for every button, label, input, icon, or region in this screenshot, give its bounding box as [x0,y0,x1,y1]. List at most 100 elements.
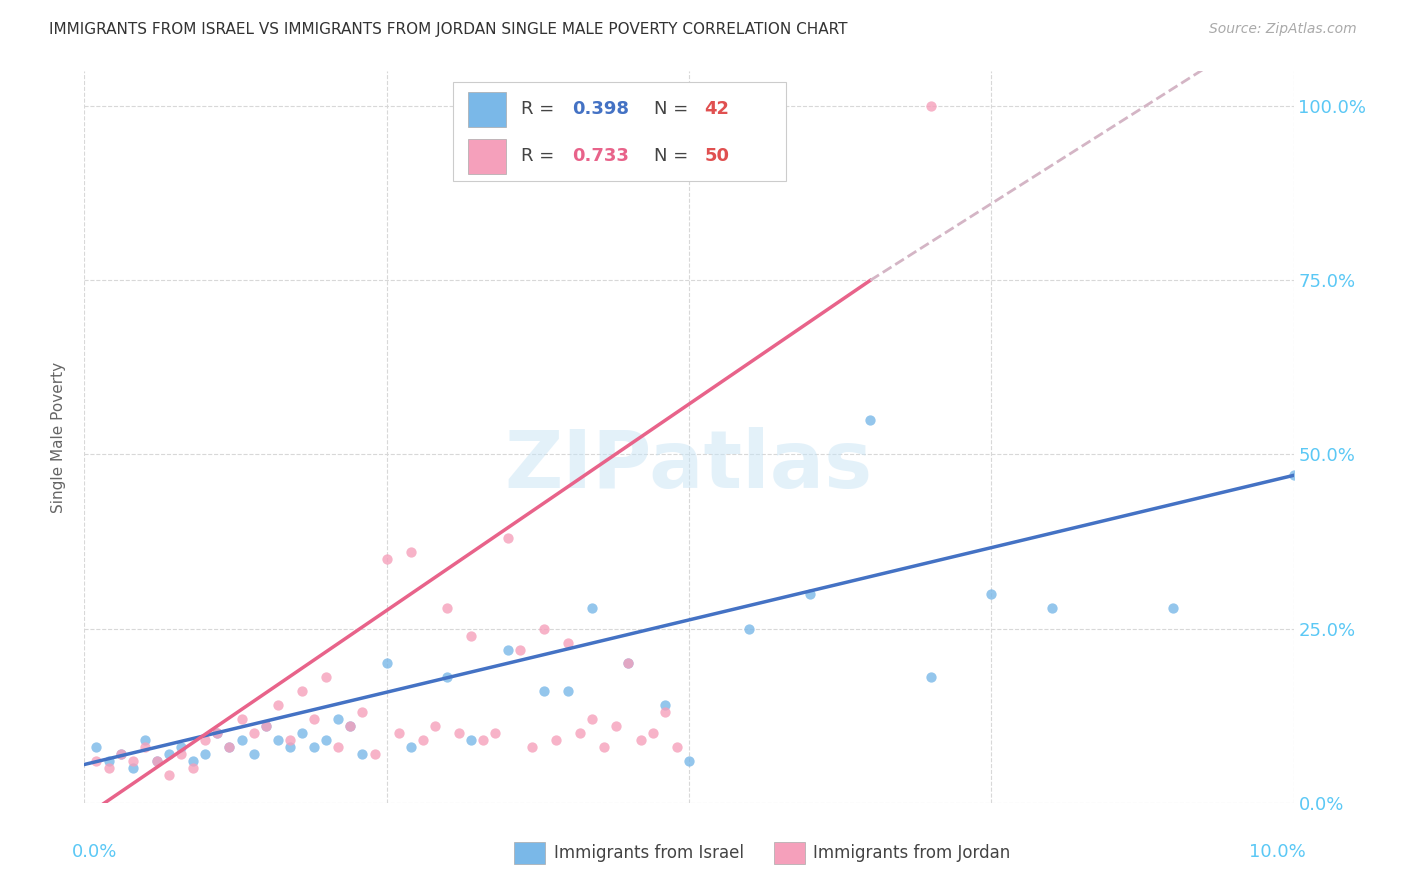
Point [363,747,385,761]
Point [1040,600,1063,615]
Point [423,719,446,733]
Point [484,726,506,740]
Point [242,747,264,761]
Point [207,726,229,740]
FancyBboxPatch shape [453,82,786,181]
Text: 42: 42 [704,101,730,119]
Point [86,754,108,768]
Point [146,754,169,768]
Text: Source: ZipAtlas.com: Source: ZipAtlas.com [1209,22,1357,37]
Point [315,670,337,684]
FancyBboxPatch shape [468,139,506,174]
Point [278,733,301,747]
Point [557,684,579,698]
Point [533,684,555,698]
Text: 0.733: 0.733 [572,147,628,165]
Point [980,587,1002,601]
Point [449,726,471,740]
Point [121,754,143,768]
Point [254,719,277,733]
Point [617,657,640,671]
Point [170,740,193,755]
Point [207,726,229,740]
Point [231,712,253,726]
Text: Immigrants from Jordan: Immigrants from Jordan [814,844,1011,863]
Point [218,740,240,755]
Point [654,698,676,713]
Point [194,733,217,747]
Point [181,754,204,768]
Text: ZIPatlas: ZIPatlas [505,427,873,506]
Point [557,635,579,649]
Point [339,719,361,733]
Point [520,740,543,755]
Point [388,726,411,740]
Point [291,726,314,740]
Text: IMMIGRANTS FROM ISRAEL VS IMMIGRANTS FROM JORDAN SINGLE MALE POVERTY CORRELATION: IMMIGRANTS FROM ISRAEL VS IMMIGRANTS FRO… [49,22,848,37]
Point [291,684,314,698]
Point [654,705,676,719]
Point [375,552,398,566]
FancyBboxPatch shape [773,842,806,864]
Point [1161,600,1184,615]
Point [496,531,519,545]
Point [267,733,290,747]
Point [641,726,664,740]
Point [436,670,458,684]
Point [302,712,325,726]
Point [121,761,143,775]
Point [315,733,337,747]
Point [328,740,350,755]
Point [569,726,592,740]
Point [242,726,264,740]
Point [678,754,700,768]
Point [86,740,108,755]
Point [302,740,325,755]
Text: 0.398: 0.398 [572,101,628,119]
Point [412,733,434,747]
Point [496,642,519,657]
Point [1282,468,1305,483]
Point [170,747,193,761]
FancyBboxPatch shape [468,92,506,127]
Text: Immigrants from Israel: Immigrants from Israel [554,844,744,863]
Point [593,740,616,755]
Point [617,657,640,671]
Point [97,761,120,775]
Point [920,670,942,684]
Point [267,698,290,713]
Point [157,768,180,782]
Point [509,642,531,657]
Point [460,733,482,747]
Point [533,622,555,636]
Point [436,600,458,615]
Text: N =: N = [654,147,695,165]
Point [665,740,688,755]
Point [146,754,169,768]
Text: 10.0%: 10.0% [1249,843,1306,861]
Point [97,754,120,768]
Point [799,587,821,601]
Point [920,99,942,113]
Point [399,740,422,755]
Point [278,740,301,755]
Point [352,705,374,719]
Point [339,719,361,733]
Point [254,719,277,733]
Point [181,761,204,775]
Point [375,657,398,671]
Point [134,733,156,747]
Point [472,733,495,747]
Point [194,747,217,761]
Point [399,545,422,559]
Text: R =: R = [520,101,560,119]
Text: N =: N = [654,101,695,119]
Point [218,740,240,755]
Point [231,733,253,747]
Point [460,629,482,643]
Point [738,622,761,636]
Point [544,733,567,747]
Point [134,740,156,755]
Point [110,747,132,761]
Point [630,733,652,747]
